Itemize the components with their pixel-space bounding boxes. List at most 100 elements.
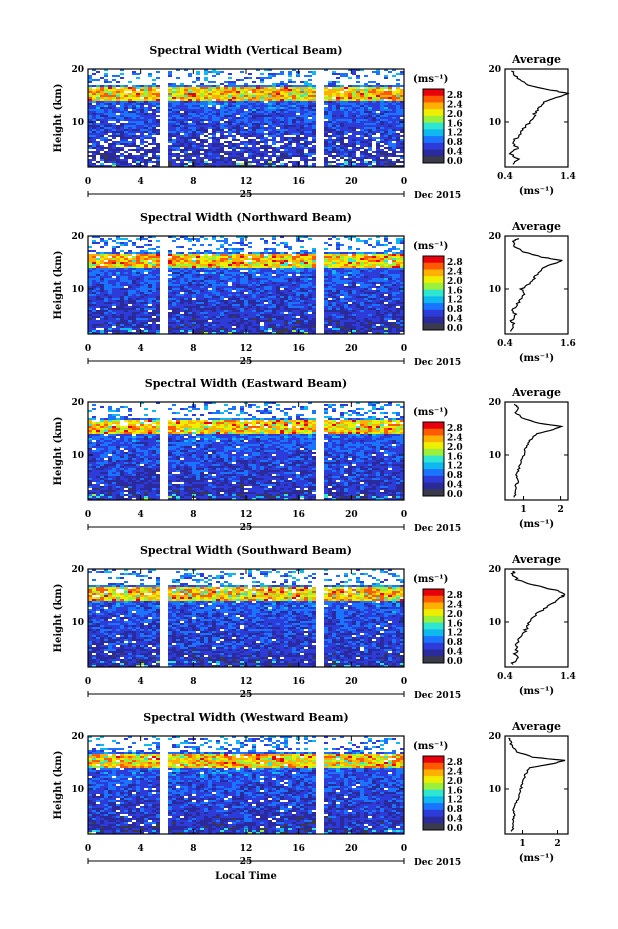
colorbar-tick-label: 0.4 — [447, 148, 463, 158]
colorbar-tick-label: 0.8 — [447, 638, 463, 648]
x-tick-label: 8 — [190, 510, 196, 520]
x-tick-label: 16 — [292, 177, 305, 187]
average-x-tick-label: 0.4 — [497, 172, 513, 182]
colorbar-segment — [423, 789, 444, 797]
x-tick-label: 0 — [85, 510, 91, 520]
colorbar-segment — [423, 262, 444, 270]
x-tick-label: 4 — [138, 344, 144, 354]
colorbar-tick-label: 2.0 — [447, 443, 463, 453]
colorbar-unit: (ms⁻¹) — [413, 741, 448, 752]
colorbar-tick-label: 2.4 — [447, 600, 463, 610]
average-unit: (ms⁻¹) — [519, 686, 554, 697]
y-tick-label: 10 — [71, 785, 84, 795]
panel-title: Spectral Width (Eastward Beam) — [145, 377, 347, 390]
x-tick-label: 0 — [85, 344, 91, 354]
average-title: Average — [511, 720, 561, 733]
colorbar-tick-label: 2.0 — [447, 777, 463, 787]
colorbar-tick-label: 1.2 — [447, 296, 463, 306]
colorbar-tick-label: 1.2 — [447, 629, 463, 639]
colorbar-segment — [423, 609, 444, 617]
colorbar-tick-label: 0.0 — [447, 490, 463, 500]
average-y-tick-label: 20 — [488, 232, 501, 242]
day-label: 25 — [240, 357, 253, 367]
colorbar-frame — [422, 421, 445, 497]
average-y-tick-label: 10 — [488, 285, 501, 295]
colorbar-segment — [423, 656, 444, 664]
heatmap-cells — [88, 402, 404, 500]
average-x-tick-label: 1 — [519, 839, 525, 849]
colorbar-segment — [423, 129, 444, 137]
colorbar-segment — [423, 475, 444, 484]
colorbar-segment — [423, 622, 444, 630]
y-tick-label: 20 — [71, 732, 84, 742]
colorbar-segment — [423, 323, 444, 331]
average-title: Average — [511, 386, 561, 399]
colorbar-tick-label: 2.0 — [447, 277, 463, 287]
colorbar-tick-label: 1.6 — [447, 286, 463, 296]
colorbar-frame — [422, 255, 445, 331]
colorbar-segment — [423, 602, 444, 610]
x-tick-label: 8 — [190, 844, 196, 854]
colorbar-tick-label: 2.8 — [447, 758, 463, 768]
colorbar-segment — [423, 629, 444, 637]
x-tick-label: 4 — [138, 677, 144, 687]
month-label: Dec 2015 — [414, 524, 461, 534]
x-tick-label: 20 — [345, 510, 358, 520]
x-tick-label: 12 — [240, 677, 253, 687]
x-tick-label: 16 — [292, 677, 305, 687]
x-tick-label: 0 — [401, 677, 407, 687]
panel-3: Spectral Width (Eastward Beam) 20 10 Height… — [53, 377, 569, 534]
average-y-tick-label: 20 — [488, 565, 501, 575]
average-title: Average — [511, 220, 561, 233]
colorbar-segment — [423, 289, 444, 297]
x-tick-label: 0 — [85, 677, 91, 687]
y-axis-label: Height (km) — [53, 417, 64, 486]
average-unit: (ms⁻¹) — [519, 519, 554, 530]
average-frame — [504, 735, 569, 835]
x-tick-label: 0 — [85, 844, 91, 854]
colorbar-segment — [423, 462, 444, 470]
colorbar-tick-label: 2.0 — [447, 110, 463, 120]
colorbar-segment — [423, 816, 444, 824]
colorbar-segment — [423, 589, 444, 597]
colorbar-segment — [423, 442, 444, 450]
y-axis-label: Height (km) — [53, 84, 64, 153]
colorbar-tick-label: 2.8 — [447, 258, 463, 268]
x-tick-label: 0 — [85, 177, 91, 187]
colorbar-segment — [423, 803, 444, 811]
average-y-tick-label: 10 — [488, 451, 501, 461]
y-tick-label: 20 — [71, 232, 84, 242]
colorbar-segment — [423, 95, 444, 103]
colorbar-tick-label: 2.4 — [447, 433, 463, 443]
colorbar-tick-label: 0.8 — [447, 471, 463, 481]
average-y-tick-label: 10 — [488, 785, 501, 795]
colorbar-segment — [423, 422, 444, 430]
colorbar-segment — [423, 282, 444, 291]
panel-title: Spectral Width (Westward Beam) — [143, 711, 348, 724]
average-y-tick-label: 20 — [488, 398, 501, 408]
colorbar-segment — [423, 615, 444, 624]
colorbar-tick-label: 2.4 — [447, 100, 463, 110]
colorbar-tick-label: 0.4 — [447, 815, 463, 825]
colorbar-segment — [423, 109, 444, 117]
y-axis-label: Height (km) — [53, 751, 64, 820]
colorbar-segment — [423, 156, 444, 164]
colorbar-segment — [423, 303, 444, 311]
average-title: Average — [511, 553, 561, 566]
heatmap-cells — [88, 736, 404, 834]
y-tick-label: 20 — [71, 398, 84, 408]
colorbar-segment — [423, 149, 444, 157]
colorbar-tick-label: 0.8 — [447, 305, 463, 315]
colorbar-segment — [423, 796, 444, 804]
colorbar-tick-label: 2.0 — [447, 610, 463, 620]
colorbar-segment — [423, 276, 444, 284]
day-label: 25 — [240, 857, 253, 867]
month-label: Dec 2015 — [414, 691, 461, 701]
x-tick-label: 8 — [190, 177, 196, 187]
y-tick-label: 10 — [71, 618, 84, 628]
average-x-tick-label: 0.4 — [497, 672, 513, 682]
average-x-tick-label: 2 — [554, 839, 560, 849]
average-unit: (ms⁻¹) — [519, 186, 554, 197]
colorbar-segment — [423, 769, 444, 777]
colorbar-segment — [423, 776, 444, 784]
